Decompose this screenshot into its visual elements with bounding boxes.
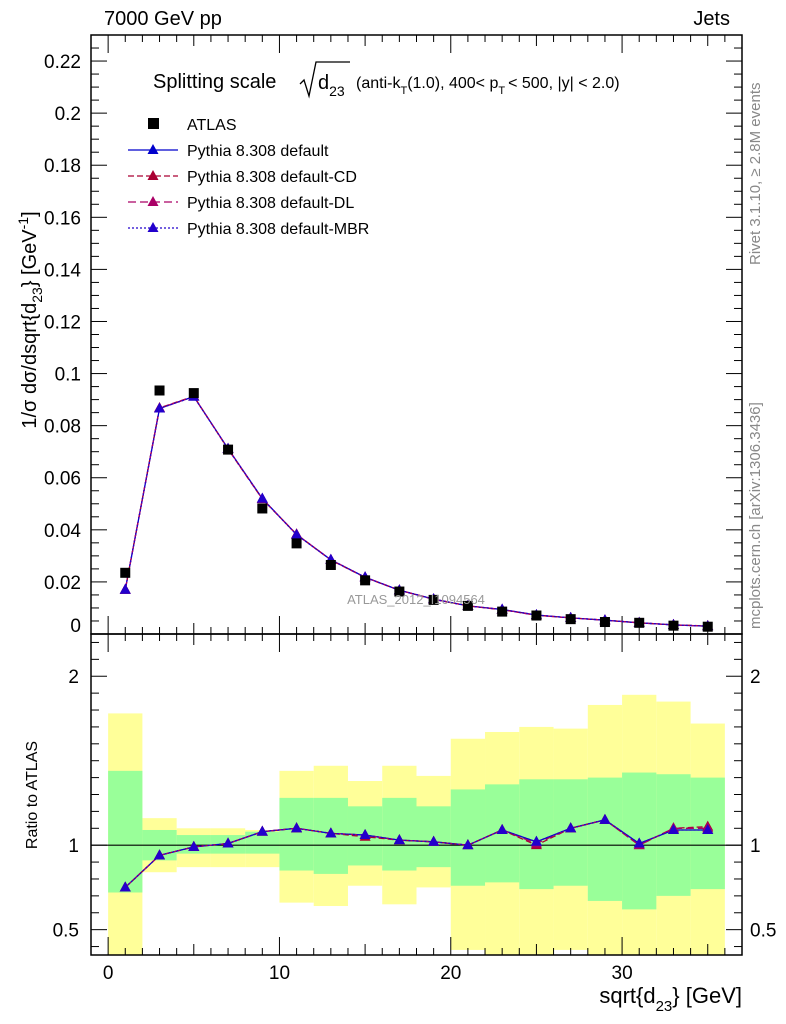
ratio-marker: [462, 839, 474, 850]
ratio-marker: [496, 823, 508, 834]
data-point: [668, 620, 679, 631]
x-tick-label: 0: [103, 963, 114, 984]
stat-band-bin: [108, 770, 143, 893]
ratio-marker: [667, 823, 679, 834]
legend: ATLAS Pythia 8.308 default Pythia 8.308 de…: [128, 117, 369, 238]
data-point: [223, 444, 234, 455]
ratio-marker: [428, 835, 440, 846]
legend-marker: [147, 170, 159, 180]
y-tick-label: 0.22: [44, 52, 81, 73]
legend-marker-data: [148, 118, 159, 129]
ratio-series-lines: [119, 813, 714, 892]
ratio-y-tick-label-right: 1: [750, 836, 761, 857]
series-marker: [154, 402, 166, 413]
y-tick-label: 0.14: [44, 260, 81, 281]
legend-label: Pythia 8.308 default-CD: [187, 169, 357, 186]
series-marker: [119, 583, 131, 594]
x-axis-label: sqrt{d23} [GeV]: [599, 983, 742, 1015]
data-point: [497, 606, 508, 617]
y-tick-label: 0.2: [55, 104, 81, 125]
stat-band-bin: [450, 789, 486, 886]
ratio-marker: [393, 834, 405, 845]
data-point: [599, 617, 610, 628]
ratio-marker: [633, 837, 645, 848]
ratio-marker: [565, 822, 577, 833]
ratio-y-tick-label-left: 1: [68, 836, 79, 857]
ratio-marker: [222, 837, 234, 848]
legend-label: Pythia 8.308 default-MBR: [187, 221, 369, 238]
data-point: [394, 586, 405, 597]
analysis-watermark: ATLAS_2012_I1094564: [347, 592, 485, 607]
ratio-marker: [188, 840, 200, 851]
ratio-marker: [256, 825, 268, 836]
data-point: [360, 575, 371, 586]
y-tick-label: 0.1: [55, 365, 81, 386]
legend-label: Pythia 8.308 default-DL: [187, 195, 354, 212]
stat-band-bin: [279, 797, 314, 871]
ratio-y-axis-label: Ratio to ATLAS: [24, 741, 41, 849]
y-tick-label: 0.08: [44, 417, 81, 438]
ratio-marker: [119, 881, 131, 892]
ratio-line-2: [124, 819, 708, 888]
y-tick-label: 0.16: [44, 208, 81, 229]
ratio-marker: [359, 829, 371, 840]
data-point: [462, 600, 473, 611]
data-point: [428, 594, 439, 605]
stat-band-bin: [587, 777, 623, 901]
legend-marker: [147, 222, 159, 232]
ratio-y-tick-label-left: 0.5: [53, 921, 79, 942]
y-tick-label: 0.06: [44, 469, 81, 490]
stat-band-bin: [519, 779, 554, 890]
rivet-version-label: Rivet 3.1.10, ≥ 2.8M events: [747, 82, 764, 266]
mcplots-citation-label: mcplots.cern.ch [arXiv:1306.3436]: [747, 402, 764, 629]
data-point: [634, 617, 645, 628]
ratio-marker: [599, 813, 611, 824]
x-tick-label: 10: [269, 963, 290, 984]
atlas-data-points: [120, 385, 713, 632]
title-sqrt-body: d23: [318, 72, 345, 99]
legend-marker: [147, 144, 159, 154]
ratio-y-tick-label-left: 2: [68, 667, 79, 688]
data-point: [120, 567, 131, 578]
y-tick-label: 0.04: [44, 521, 81, 542]
y-tick-label: 0: [70, 616, 81, 637]
y-tick-label: 0.18: [44, 156, 81, 177]
legend-label: Pythia 8.308 default: [187, 143, 329, 160]
data-point: [702, 621, 713, 632]
data-point: [188, 388, 199, 399]
ratio-marker: [325, 827, 337, 838]
data-point: [154, 385, 165, 396]
title-conditions: (anti-kT(1.0), 400< pT < 500, |y| < 2.0): [356, 75, 620, 97]
x-tick-label: 30: [612, 963, 633, 984]
series-marker: [256, 492, 268, 503]
series-marker: [291, 528, 303, 539]
data-point: [325, 559, 336, 570]
ratio-y-tick-label-right: 0.5: [750, 921, 776, 942]
ratio-marker: [291, 822, 303, 833]
chart-title: Splitting scale: [153, 71, 276, 93]
x-tick-label: 20: [440, 963, 461, 984]
y-axis-label: 1/σ dσ/dsqrt{d23} [GeV-1]: [15, 211, 45, 428]
ratio-marker: [530, 835, 542, 846]
title-sqrt-sign: [299, 61, 350, 99]
ratio-line-3: [124, 819, 708, 888]
title-lead: Splitting scale: [153, 71, 276, 93]
series-line-3: [124, 395, 708, 627]
data-point: [565, 614, 576, 625]
stat-band-bin: [245, 831, 280, 854]
axis-ticks: 0 0.02 0.04 0.06 0.08 0.1 0.12 0.14 0.16 0.18 0.2 0…: [44, 34, 776, 984]
data-point: [291, 538, 302, 549]
process-label: Jets: [693, 8, 730, 30]
y-tick-label: 0.02: [44, 573, 81, 594]
beam-energy-label: 7000 GeV pp: [104, 8, 222, 30]
legend-marker: [147, 196, 159, 206]
ratio-y-tick-label-right: 2: [750, 667, 761, 688]
y-tick-label: 0.12: [44, 312, 81, 333]
legend-label-data: ATLAS: [187, 117, 237, 134]
ratio-marker: [154, 849, 166, 860]
data-point: [531, 610, 542, 621]
ratio-marker: [702, 823, 714, 834]
data-point: [257, 503, 268, 514]
